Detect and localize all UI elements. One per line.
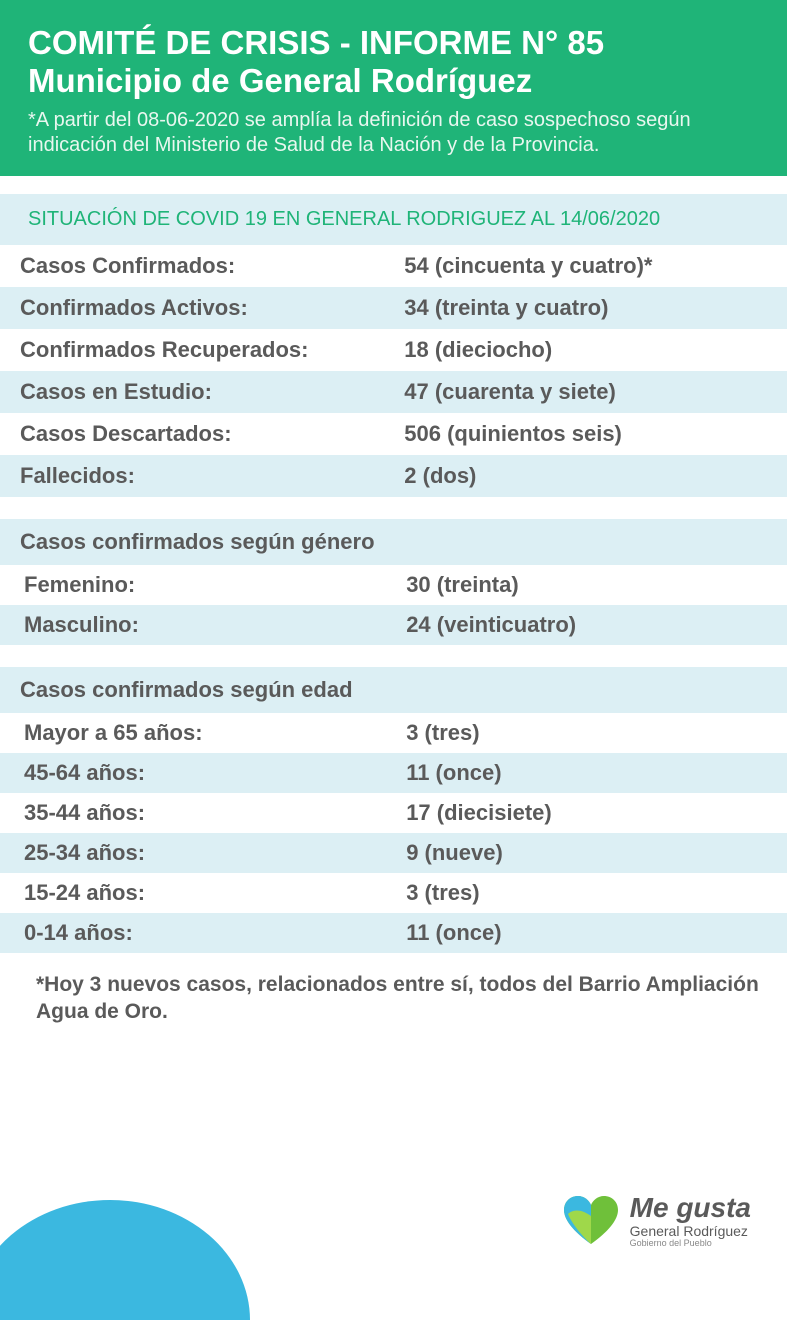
stat-value: 3 (tres) <box>406 720 759 746</box>
stat-label: Mayor a 65 años: <box>24 720 406 746</box>
gender-stats: Femenino:30 (treinta)Masculino:24 (veint… <box>0 565 787 645</box>
stat-row: 45-64 años:11 (once) <box>0 753 787 793</box>
stat-value: 11 (once) <box>406 760 759 786</box>
stat-row: Casos Confirmados:54 (cincuenta y cuatro… <box>0 245 787 287</box>
header-title: COMITÉ DE CRISIS - INFORME N° 85 Municip… <box>28 24 759 100</box>
stat-row: Femenino:30 (treinta) <box>0 565 787 605</box>
stat-row: Mayor a 65 años:3 (tres) <box>0 713 787 753</box>
logo-tiny: Gobierno del Pueblo <box>630 1239 751 1248</box>
stat-label: 45-64 años: <box>24 760 406 786</box>
stat-value: 54 (cincuenta y cuatro)* <box>404 253 759 279</box>
stat-label: Masculino: <box>24 612 406 638</box>
stat-label: 35-44 años: <box>24 800 406 826</box>
stat-row: 0-14 años:11 (once) <box>0 913 787 953</box>
stat-value: 47 (cuarenta y siete) <box>404 379 759 405</box>
age-stats: Mayor a 65 años:3 (tres)45-64 años:11 (o… <box>0 713 787 953</box>
logo-text: Me gusta General Rodríguez Gobierno del … <box>630 1194 751 1248</box>
stat-value: 30 (treinta) <box>406 572 759 598</box>
stat-row: Confirmados Recuperados:18 (dieciocho) <box>0 329 787 371</box>
logo-main: Me gusta <box>630 1194 751 1222</box>
heart-icon <box>562 1194 620 1248</box>
stat-label: Casos Descartados: <box>20 421 404 447</box>
stat-row: 25-34 años:9 (nueve) <box>0 833 787 873</box>
stat-label: 15-24 años: <box>24 880 406 906</box>
stat-value: 506 (quinientos seis) <box>404 421 759 447</box>
stat-value: 3 (tres) <box>406 880 759 906</box>
stat-row: Confirmados Activos:34 (treinta y cuatro… <box>0 287 787 329</box>
footnote: *Hoy 3 nuevos casos, relacionados entre … <box>0 953 787 1034</box>
stat-value: 18 (dieciocho) <box>404 337 759 363</box>
situation-title: SITUACIÓN DE COVID 19 EN GENERAL RODRIGU… <box>0 194 787 245</box>
logo: Me gusta General Rodríguez Gobierno del … <box>562 1194 751 1248</box>
stat-row: Masculino:24 (veinticuatro) <box>0 605 787 645</box>
stat-value: 2 (dos) <box>404 463 759 489</box>
stat-label: Casos en Estudio: <box>20 379 404 405</box>
stat-value: 9 (nueve) <box>406 840 759 866</box>
main-stats: Casos Confirmados:54 (cincuenta y cuatro… <box>0 245 787 497</box>
title-line-1: COMITÉ DE CRISIS - INFORME N° 85 <box>28 24 759 62</box>
stat-label: 0-14 años: <box>24 920 406 946</box>
stat-value: 24 (veinticuatro) <box>406 612 759 638</box>
stat-row: Casos en Estudio:47 (cuarenta y siete) <box>0 371 787 413</box>
stat-row: 15-24 años:3 (tres) <box>0 873 787 913</box>
age-section-title: Casos confirmados según edad <box>0 667 787 713</box>
stat-label: Femenino: <box>24 572 406 598</box>
footer: Me gusta General Rodríguez Gobierno del … <box>0 1130 787 1280</box>
stat-row: Fallecidos:2 (dos) <box>0 455 787 497</box>
report-header: COMITÉ DE CRISIS - INFORME N° 85 Municip… <box>0 0 787 176</box>
stat-label: Fallecidos: <box>20 463 404 489</box>
stat-label: Confirmados Activos: <box>20 295 404 321</box>
decorative-blob <box>0 1200 250 1320</box>
header-note: *A partir del 08-06-2020 se amplía la de… <box>28 108 759 158</box>
stat-label: Confirmados Recuperados: <box>20 337 404 363</box>
stat-value: 11 (once) <box>406 920 759 946</box>
stat-label: Casos Confirmados: <box>20 253 404 279</box>
stat-row: 35-44 años:17 (diecisiete) <box>0 793 787 833</box>
stat-row: Casos Descartados:506 (quinientos seis) <box>0 413 787 455</box>
stat-label: 25-34 años: <box>24 840 406 866</box>
stat-value: 34 (treinta y cuatro) <box>404 295 759 321</box>
gender-section-title: Casos confirmados según género <box>0 519 787 565</box>
logo-sub: General Rodríguez <box>630 1224 751 1238</box>
title-line-2: Municipio de General Rodríguez <box>28 62 759 100</box>
stat-value: 17 (diecisiete) <box>406 800 759 826</box>
